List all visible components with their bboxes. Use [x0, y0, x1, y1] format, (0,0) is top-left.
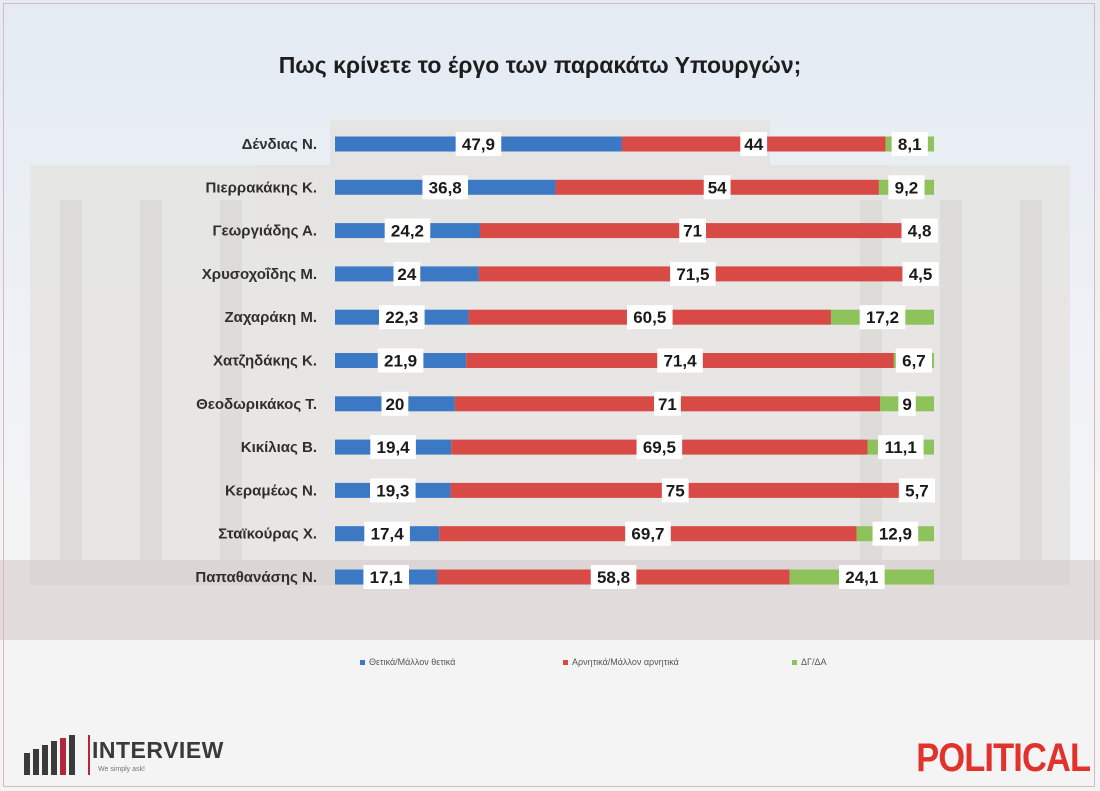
- value-label: 19,4: [377, 438, 411, 457]
- image-border: [3, 3, 1095, 787]
- value-label-background: [901, 218, 938, 243]
- value-label-background: [740, 132, 768, 156]
- value-label-background: [657, 348, 703, 373]
- value-label: 24: [397, 265, 416, 284]
- value-label: 21,9: [384, 352, 417, 371]
- category-label: Θεοδωρικάκος Τ.: [196, 396, 317, 413]
- value-label: 8,1: [898, 135, 922, 154]
- category-label: Κεραμέως Ν.: [225, 482, 317, 499]
- value-label: 4,5: [909, 265, 933, 284]
- value-label: 17,1: [370, 568, 403, 587]
- value-label: 71: [658, 395, 677, 414]
- value-label-background: [679, 218, 706, 243]
- value-label: 75: [666, 481, 685, 500]
- value-label: 24,1: [845, 568, 878, 587]
- value-label-background: [381, 391, 409, 416]
- value-label: 17,2: [866, 308, 899, 327]
- value-labels: 47,9 44 8,1 36,8 54 9,2 24,2 71 4,8 24 71,5 4,5 22,3…: [363, 132, 939, 589]
- value-label: 71,5: [676, 265, 709, 284]
- value-label-background: [703, 175, 731, 200]
- interview-logo-separator: [88, 735, 90, 775]
- value-label-background: [455, 132, 502, 156]
- value-label-background: [654, 391, 681, 416]
- value-label: 9: [902, 395, 911, 414]
- value-label: 9,2: [895, 178, 919, 197]
- category-label: Πιερρακάκης Κ.: [206, 179, 317, 196]
- legend: Θετικά/Μάλλον θετικά Αρνητικά/Μάλλον αρνη…: [360, 657, 826, 667]
- value-label-background: [888, 175, 925, 200]
- category-label: Χρυσοχοΐδης Μ.: [202, 266, 317, 283]
- category-label: Ζαχαράκη Μ.: [224, 309, 317, 326]
- value-label: 44: [744, 135, 763, 154]
- value-label-background: [363, 565, 410, 589]
- legend-label: Αρνητικά/Μάλλον αρνητικά: [572, 657, 679, 667]
- value-label-background: [895, 348, 933, 373]
- value-label: 5,7: [905, 481, 929, 500]
- value-label-background: [670, 261, 716, 286]
- value-label: 58,8: [597, 568, 630, 587]
- value-label-background: [422, 175, 469, 200]
- category-label: Χατζηδάκης Κ.: [213, 353, 317, 370]
- value-label-background: [384, 218, 431, 243]
- value-label-background: [364, 521, 410, 546]
- interview-logo-slogan: We simply ask!: [98, 766, 145, 773]
- value-label-background: [872, 521, 919, 546]
- value-label-background: [661, 478, 689, 503]
- value-label: 17,4: [371, 525, 405, 544]
- value-label-background: [891, 132, 928, 156]
- legend-swatch: [360, 660, 365, 665]
- value-label-background: [859, 305, 906, 330]
- interview-logo: INTERVIEW We simply ask!: [22, 733, 282, 783]
- value-label-background: [625, 521, 671, 546]
- legend-label: Θετικά/Μάλλον θετικά: [369, 657, 455, 667]
- value-label: 19,3: [376, 481, 409, 500]
- value-label-background: [393, 261, 421, 286]
- category-label: Παπαθανάσης Ν.: [195, 569, 317, 586]
- category-label: Γεωργιάδης Α.: [213, 223, 318, 240]
- value-label-background: [636, 435, 683, 460]
- value-label-background: [898, 478, 936, 503]
- value-label-background: [378, 305, 425, 330]
- stacked-bar-chart: Δένδιας Ν. Πιερρακάκης Κ. Γεωργιάδης Α. Χρυ…: [195, 132, 939, 667]
- value-label-background: [377, 348, 424, 373]
- value-label: 4,8: [908, 222, 932, 241]
- value-label: 6,7: [902, 352, 926, 371]
- value-label: 12,9: [879, 525, 912, 544]
- value-label: 71: [683, 222, 702, 241]
- value-label: 60,5: [633, 308, 666, 327]
- legend-label: ΔΓ/ΔΑ: [801, 657, 826, 667]
- category-labels: Δένδιας Ν. Πιερρακάκης Κ. Γεωργιάδης Α. Χρυ…: [195, 136, 317, 586]
- value-label-background: [626, 305, 673, 330]
- value-label: 54: [708, 178, 727, 197]
- value-label: 47,9: [462, 135, 495, 154]
- value-label-background: [370, 478, 416, 503]
- interview-logo-bars-icon: [24, 735, 75, 775]
- value-label: 69,7: [631, 525, 664, 544]
- value-label-background: [877, 435, 924, 460]
- interview-logo-name: INTERVIEW: [92, 737, 224, 763]
- value-label: 11,1: [885, 438, 917, 457]
- value-label: 69,5: [643, 438, 676, 457]
- value-label-background: [839, 565, 885, 589]
- category-label: Δένδιας Ν.: [242, 136, 317, 153]
- category-label: Κικίλιας Β.: [241, 439, 317, 456]
- value-label: 24,2: [391, 222, 424, 241]
- value-label-background: [590, 565, 637, 589]
- legend-swatch: [563, 660, 568, 665]
- value-label-background: [370, 435, 416, 460]
- value-label: 22,3: [385, 308, 418, 327]
- value-label-background: [898, 391, 916, 416]
- legend-swatch: [792, 660, 797, 665]
- value-label: 36,8: [429, 178, 462, 197]
- value-label-background: [902, 261, 939, 286]
- chart-title: Πως κρίνετε το έργο των παρακάτω Υπουργώ…: [278, 52, 802, 78]
- value-label: 20: [385, 395, 404, 414]
- bars: [335, 136, 934, 585]
- political-logo: POLITICAL: [916, 736, 1091, 780]
- category-label: Σταϊκούρας Χ.: [218, 526, 317, 543]
- value-label: 71,4: [663, 352, 697, 371]
